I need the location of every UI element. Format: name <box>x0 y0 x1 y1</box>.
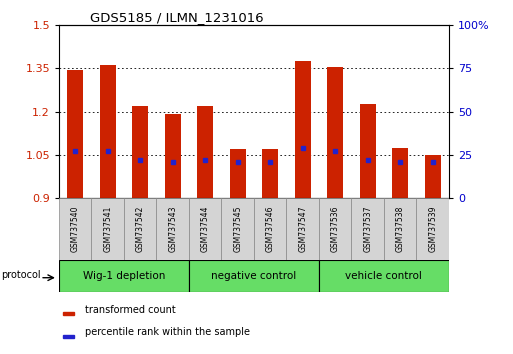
Text: GSM737537: GSM737537 <box>363 206 372 252</box>
Bar <box>222 198 254 260</box>
Bar <box>392 148 408 198</box>
Bar <box>91 198 124 260</box>
Bar <box>132 106 148 198</box>
Text: GSM737540: GSM737540 <box>71 206 80 252</box>
Bar <box>319 260 449 292</box>
Bar <box>67 70 83 198</box>
Bar <box>360 104 376 198</box>
Text: GSM737542: GSM737542 <box>136 206 145 252</box>
Bar <box>165 114 181 198</box>
Text: negative control: negative control <box>211 271 297 281</box>
Bar <box>197 106 213 198</box>
Bar <box>64 335 74 338</box>
Text: protocol: protocol <box>1 269 41 280</box>
Bar <box>384 198 417 260</box>
Bar <box>156 198 189 260</box>
Bar <box>59 198 91 260</box>
Text: GSM737536: GSM737536 <box>331 206 340 252</box>
Bar <box>64 312 74 315</box>
Bar <box>189 260 319 292</box>
Bar <box>59 260 189 292</box>
Text: GSM737539: GSM737539 <box>428 206 437 252</box>
Text: GSM737547: GSM737547 <box>298 206 307 252</box>
Text: GSM737543: GSM737543 <box>168 206 177 252</box>
Bar <box>189 198 222 260</box>
Text: transformed count: transformed count <box>85 305 176 315</box>
Bar <box>319 198 351 260</box>
Bar <box>286 198 319 260</box>
Bar <box>100 65 116 198</box>
Bar <box>229 149 246 198</box>
Bar <box>294 61 311 198</box>
Text: GSM737544: GSM737544 <box>201 206 210 252</box>
Bar <box>417 198 449 260</box>
Text: GSM737541: GSM737541 <box>103 206 112 252</box>
Bar <box>327 67 343 198</box>
Bar <box>424 155 441 198</box>
Bar <box>124 198 156 260</box>
Text: GSM737538: GSM737538 <box>396 206 405 252</box>
Text: GSM737546: GSM737546 <box>266 206 274 252</box>
Text: percentile rank within the sample: percentile rank within the sample <box>85 327 250 337</box>
Bar <box>351 198 384 260</box>
Text: GDS5185 / ILMN_1231016: GDS5185 / ILMN_1231016 <box>90 11 264 24</box>
Bar <box>262 149 278 198</box>
Text: GSM737545: GSM737545 <box>233 206 242 252</box>
Text: vehicle control: vehicle control <box>345 271 422 281</box>
Bar <box>254 198 286 260</box>
Text: Wig-1 depletion: Wig-1 depletion <box>83 271 165 281</box>
